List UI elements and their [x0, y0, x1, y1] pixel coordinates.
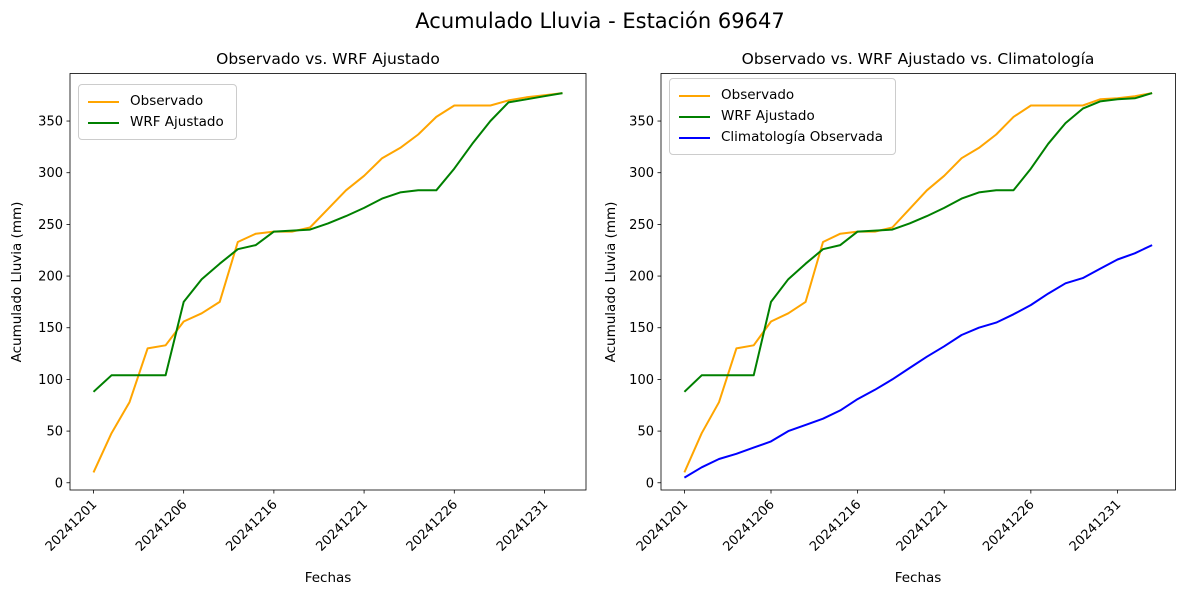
wrf-ajustado-line-icon: [88, 121, 119, 124]
legend-item: Climatología Observada: [679, 127, 883, 148]
wrf-ajustado-line-icon: [679, 115, 710, 118]
legend-item: Observado: [88, 91, 224, 112]
series-line-observado: [683, 92, 1153, 473]
x-tick-label: 20241221: [894, 497, 951, 554]
left-chart-title: Observado vs. WRF Ajustado: [216, 50, 440, 68]
x-tick-label: 20241216: [807, 497, 864, 554]
right-yaxis-label: Acumulado Lluvia (mm): [603, 202, 619, 363]
series-line-wrf-ajustado: [92, 92, 563, 393]
observado-line-icon: [679, 94, 710, 97]
x-tick-label: 20241226: [404, 497, 461, 554]
series-line-wrf-ajustado: [683, 92, 1153, 393]
figure-title: Acumulado Lluvia - Estación 69647: [415, 9, 785, 33]
legend-label: WRF Ajustado: [130, 114, 224, 130]
legend-item: WRF Ajustado: [88, 112, 224, 133]
left-yaxis-label: Acumulado Lluvia (mm): [9, 202, 25, 363]
legend-label: Observado: [130, 93, 204, 109]
legend-label: Observado: [721, 87, 795, 103]
y-tick-label: 150: [629, 321, 654, 336]
legend-label: Climatología Observada: [721, 129, 883, 145]
y-tick-label: 0: [55, 476, 63, 491]
x-tick-label: 20241206: [720, 497, 777, 554]
y-tick-label: 100: [629, 373, 654, 388]
right-xaxis-label: Fechas: [895, 570, 942, 586]
y-tick-label: 300: [38, 166, 63, 181]
left-xaxis-label: Fechas: [305, 570, 352, 586]
left-legend: Observado WRF Ajustado: [78, 84, 237, 140]
x-tick-label: 20241221: [314, 497, 371, 554]
x-tick-label: 20241231: [494, 497, 551, 554]
right-chart: Observado vs. WRF Ajustado vs. Climatolo…: [603, 50, 1176, 586]
right-legend: Observado WRF Ajustado Climatología Obse…: [669, 78, 896, 155]
x-tick-label: 20241201: [43, 497, 100, 554]
legend-label: WRF Ajustado: [721, 108, 815, 124]
series-line-observado: [92, 92, 563, 473]
y-tick-label: 350: [629, 115, 654, 130]
x-tick-label: 20241216: [223, 497, 280, 554]
left-chart: Observado vs. WRF Ajustado 0 50 100 150 200 2…: [9, 50, 587, 586]
right-chart-title: Observado vs. WRF Ajustado vs. Climatolo…: [742, 50, 1095, 68]
y-tick-label: 150: [38, 321, 63, 336]
y-tick-label: 50: [46, 425, 63, 440]
y-tick-label: 100: [38, 373, 63, 388]
legend-item: Observado: [679, 85, 883, 106]
y-tick-label: 200: [38, 270, 63, 285]
observado-line-icon: [88, 100, 119, 103]
axes-frame: [69, 73, 587, 491]
left-plot-area: 0 50 100 150 200 250 300 350 20241201 20241206 202…: [38, 73, 587, 555]
legend-item: WRF Ajustado: [679, 106, 883, 127]
y-tick-label: 300: [629, 166, 654, 181]
y-tick-label: 200: [629, 270, 654, 285]
y-tick-label: 350: [38, 115, 63, 130]
y-tick-label: 0: [646, 476, 654, 491]
x-tick-label: 20241231: [1067, 497, 1124, 554]
x-tick-label: 20241201: [634, 497, 691, 554]
axes-frame: [660, 73, 1176, 491]
climatologia-line-icon: [679, 136, 710, 139]
x-tick-label: 20241206: [133, 497, 190, 554]
y-tick-label: 250: [38, 218, 63, 233]
x-tick-label: 20241226: [980, 497, 1037, 554]
y-tick-label: 250: [629, 218, 654, 233]
series-line-climatolog-a-observada: [683, 244, 1153, 479]
y-tick-label: 50: [637, 425, 654, 440]
